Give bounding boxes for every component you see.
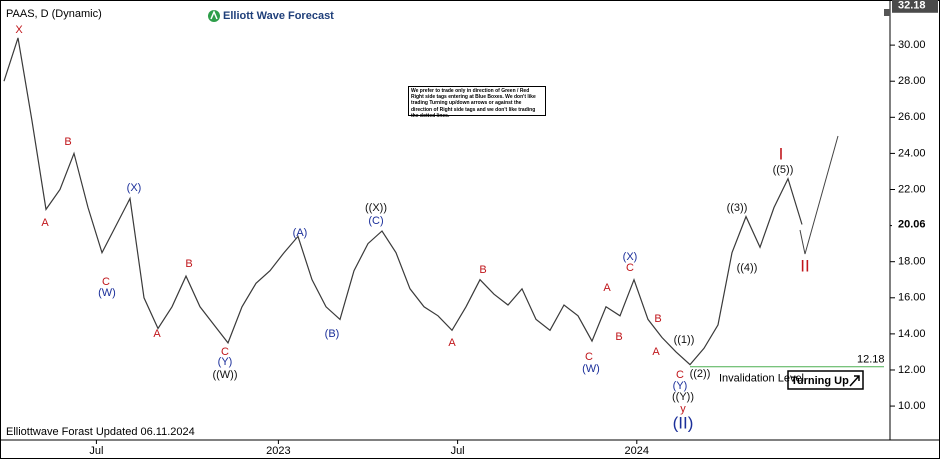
wave-label: A: [41, 217, 49, 229]
wave-label: I: [779, 144, 784, 163]
wave-label: (Y): [218, 356, 233, 368]
wave-label: (W): [98, 287, 116, 299]
wave-labels: X B A (X) C (W) A B C (Y) ((W)) (A) (B) …: [15, 24, 809, 433]
note-box: We prefer to trade only in direction of …: [408, 86, 546, 119]
wave-label: ((3)): [727, 202, 748, 214]
invalidation-value: 12.18: [857, 354, 885, 366]
wave-label: ((W)): [212, 369, 237, 381]
wave-label: ((2)): [690, 368, 711, 380]
wave-label: y: [680, 403, 686, 415]
wave-label: B: [654, 313, 661, 325]
wave-label: (X): [623, 251, 638, 263]
wave-label: X: [15, 24, 23, 36]
chart-title: PAAS, D (Dynamic): [6, 8, 102, 20]
invalidation-label: Invalidation Level: [719, 373, 804, 385]
wave-label: B: [185, 258, 192, 270]
y-tick-label: 22.00: [898, 183, 926, 195]
wave-label: B: [615, 331, 622, 343]
wave-label: C: [102, 276, 110, 288]
wave-label: ((X)): [365, 202, 387, 214]
wave-label: (C): [368, 215, 383, 227]
signal-box: [787, 370, 864, 390]
y-tick-label: 12.00: [898, 364, 926, 376]
x-tick-label: 2023: [266, 445, 290, 457]
wave-label: A: [652, 346, 660, 358]
signal-text: Turning Up: [791, 375, 849, 387]
wave-label: (W): [582, 363, 600, 375]
wave-label: (II): [673, 413, 694, 432]
y-tick-label: 24.00: [898, 147, 926, 159]
wave-label: C: [221, 346, 229, 358]
y-tick-label: 16.00: [898, 292, 926, 304]
wave-label: A: [448, 337, 456, 349]
wave-label: A: [603, 282, 611, 294]
wave-label: A: [153, 328, 161, 340]
y-tick-label: 28.00: [898, 75, 926, 87]
wave-label: B: [64, 136, 71, 148]
y-tick-label: 18.00: [898, 256, 926, 268]
high-price: 32.18: [898, 0, 926, 12]
wave-label: (B): [325, 328, 340, 340]
wave-label: ((1)): [674, 334, 695, 346]
corner-icon: [884, 9, 890, 16]
wave-label: II: [800, 256, 809, 275]
wave-label: ((4)): [737, 262, 758, 274]
wave-label: B: [479, 264, 486, 276]
signal-arrow: [849, 375, 860, 387]
high-price-box: [892, 0, 938, 13]
x-tick-label: Jul: [451, 445, 465, 457]
logo: Elliott Wave Forecast: [223, 10, 334, 22]
wave-label: (X): [127, 182, 142, 194]
last-price: 20.06: [898, 218, 926, 230]
last-price-box: [892, 217, 938, 232]
wave-label: (A): [293, 227, 308, 239]
wave-label: C: [626, 262, 634, 274]
y-tick-label: 10.00: [898, 400, 926, 412]
wave-label: ((Y)): [672, 391, 694, 403]
wave-label: C: [585, 351, 593, 363]
wave-label: (Y): [673, 380, 688, 392]
x-tick-label: 2024: [625, 445, 649, 457]
footer: Elliottwave Forast Updated 06.11.2024: [6, 426, 195, 438]
logo-icon-mark: [210, 10, 218, 20]
y-tick-label: 26.00: [898, 111, 926, 123]
x-tick-label: Jul: [89, 445, 103, 457]
projection-path: [799, 135, 839, 255]
y-tick-label: 14.00: [898, 328, 926, 340]
y-tick-label: 30.00: [898, 39, 926, 51]
wave-label: C: [676, 369, 684, 381]
price-line: [3, 37, 803, 366]
wave-label: ((5)): [773, 164, 794, 176]
